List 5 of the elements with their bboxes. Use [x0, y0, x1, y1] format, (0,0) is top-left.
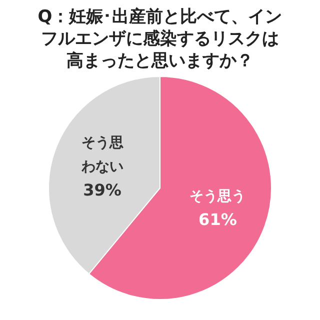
slice-label: そう思わない — [80, 134, 124, 175]
data-label: 61% — [198, 210, 237, 229]
chart-title: Q：妊娠･出産前と比べて、インフルエンザに感染するリスクは高まったと思いますか？ — [36, 6, 284, 72]
slice-label: そう思う — [190, 188, 246, 204]
data-label: 39% — [83, 180, 122, 200]
